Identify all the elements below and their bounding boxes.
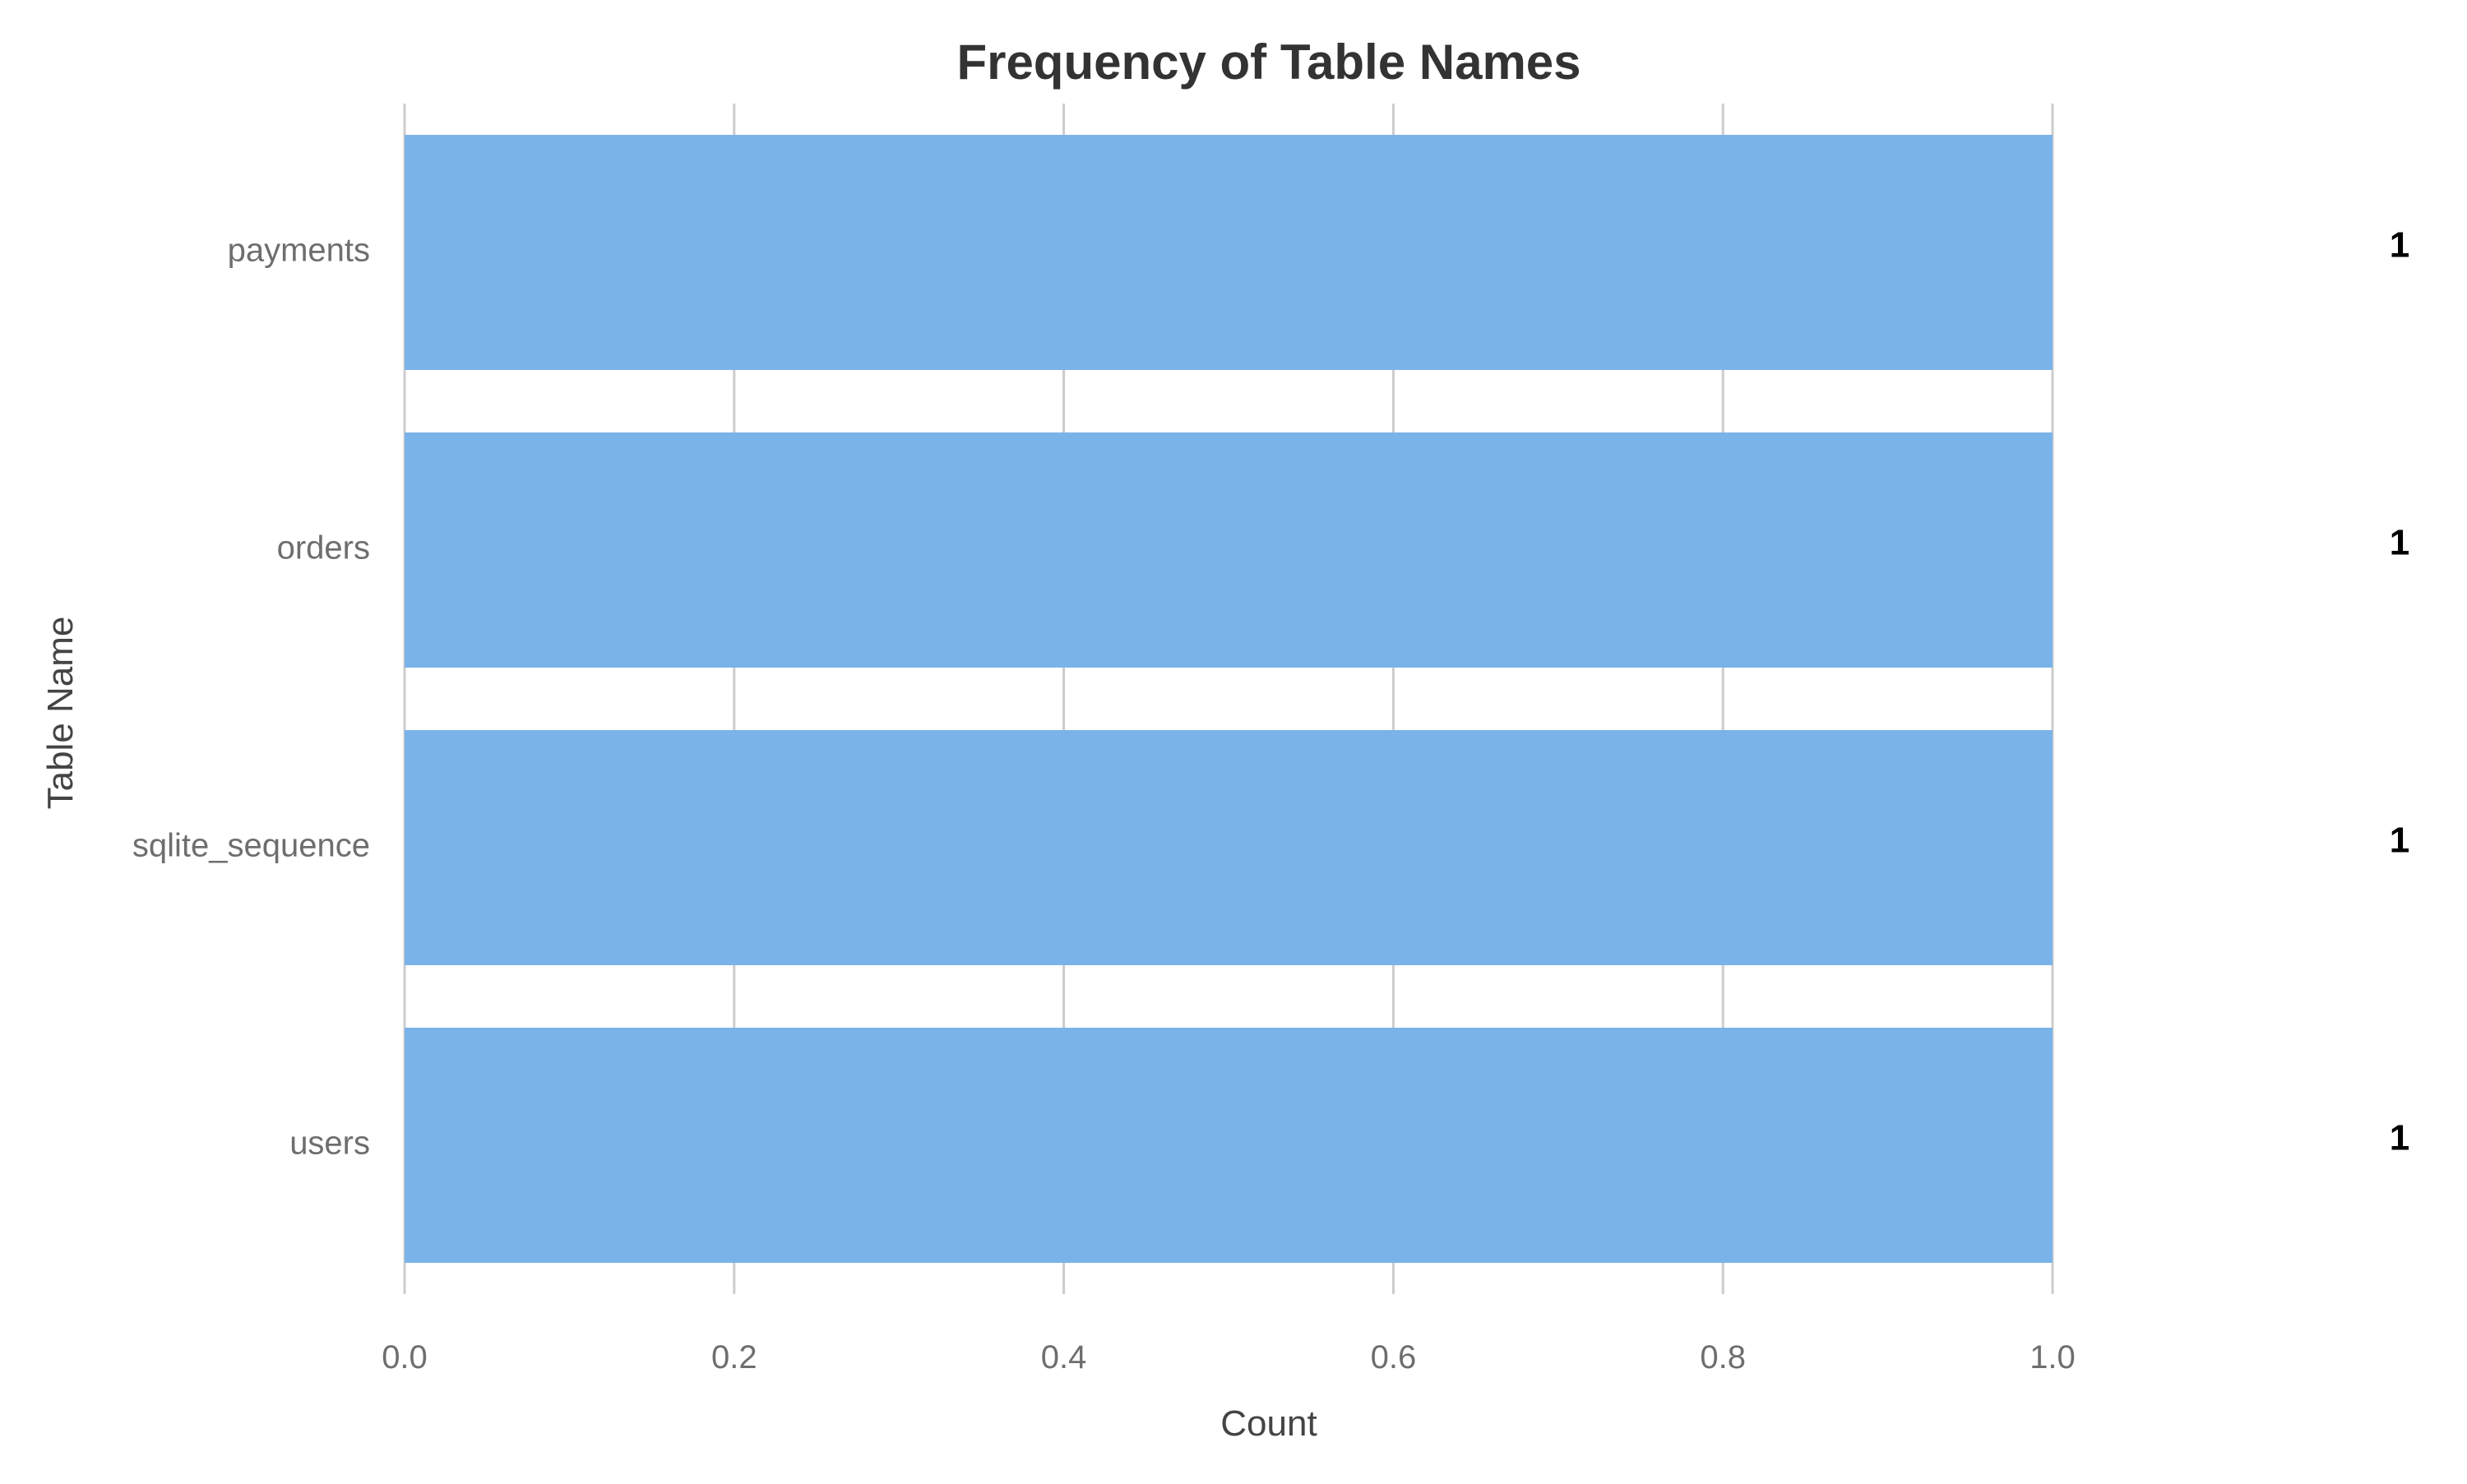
data-label: 1 xyxy=(2390,523,2409,563)
y-tick-label: payments xyxy=(228,233,370,269)
x-tick-label: 0.6 xyxy=(1371,1339,1417,1375)
x-tick-label: 0.4 xyxy=(1041,1339,1087,1375)
data-label: 1 xyxy=(2390,225,2409,266)
x-tick-label: 0.8 xyxy=(1700,1339,1746,1375)
bar-users xyxy=(405,1028,2053,1263)
data-label: 1 xyxy=(2390,1118,2409,1158)
bars xyxy=(405,135,2053,1263)
x-tick-label: 0.0 xyxy=(382,1339,428,1375)
y-tick-label: users xyxy=(289,1126,370,1162)
data-labels: 1 1 1 1 xyxy=(2390,225,2409,1158)
x-tick-label: 0.2 xyxy=(711,1339,757,1375)
chart-title: Frequency of Table Names xyxy=(956,35,1581,90)
bar-orders xyxy=(405,432,2053,668)
bar-sqlite_sequence xyxy=(405,730,2053,965)
bar-payments xyxy=(405,135,2053,370)
x-tick-labels: 0.0 0.2 0.4 0.6 0.8 1.0 xyxy=(382,1339,2076,1375)
y-tick-label: sqlite_sequence xyxy=(132,828,370,864)
x-tick-label: 1.0 xyxy=(2030,1339,2076,1375)
y-axis-label: Table Name xyxy=(40,617,81,810)
y-tick-label: orders xyxy=(277,530,370,566)
x-axis-label: Count xyxy=(1220,1403,1317,1444)
data-label: 1 xyxy=(2390,821,2409,861)
